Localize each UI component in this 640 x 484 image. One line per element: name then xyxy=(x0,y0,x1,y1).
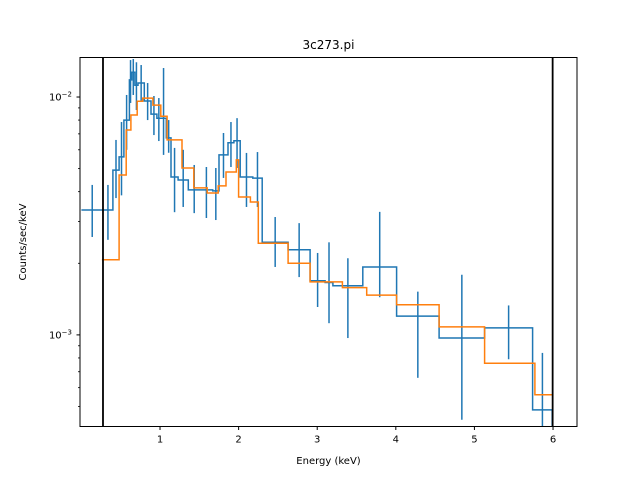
x-tick-label: 5 xyxy=(471,435,477,446)
x-tick-label: 2 xyxy=(235,435,241,446)
y-tick-label-base: 10 xyxy=(49,330,62,341)
y-tick-label: 10−2 xyxy=(49,91,72,104)
x-tick-label: 6 xyxy=(550,435,556,446)
model-step-line xyxy=(101,97,553,396)
y-tick-label: 10−3 xyxy=(49,328,72,341)
y-tick-label-exponent: −3 xyxy=(62,328,72,336)
notice-range-lines xyxy=(102,57,554,427)
x-axis: 1 2 3 4 5 6 xyxy=(157,426,556,446)
y-axis: 10−210−3 xyxy=(49,91,80,407)
y-tick-label-exponent: −2 xyxy=(62,91,72,99)
data-step-line xyxy=(81,71,553,427)
chart-title: 3c273.pi xyxy=(303,38,355,52)
x-tick-label: 1 xyxy=(157,435,163,446)
x-tick-label: 4 xyxy=(393,435,399,446)
x-tick-label: 3 xyxy=(314,435,320,446)
x-axis-label: Energy (keV) xyxy=(296,456,361,467)
plot-border xyxy=(79,57,578,427)
model-series xyxy=(101,97,553,396)
y-tick-label-base: 10 xyxy=(49,93,62,104)
y-axis-label: Counts/sec/keV xyxy=(18,203,29,280)
